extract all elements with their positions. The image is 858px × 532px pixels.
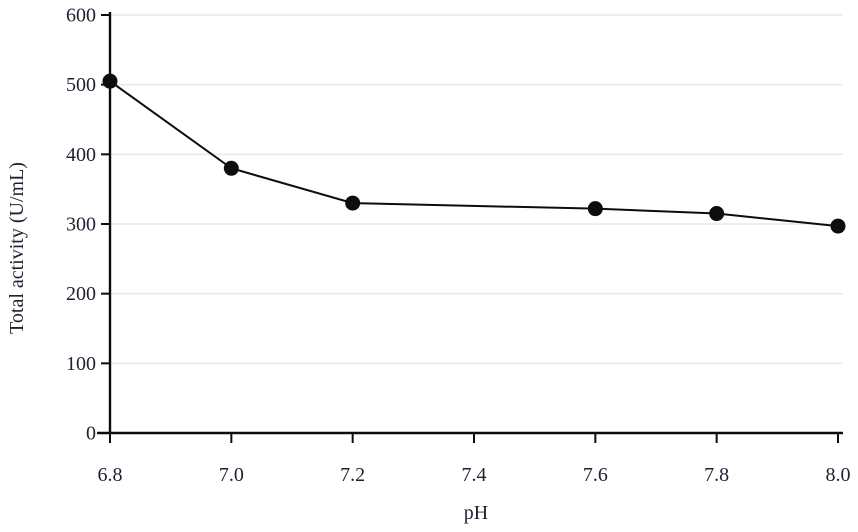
x-tick-label: 6.8 — [98, 464, 123, 486]
y-tick-label: 500 — [66, 74, 96, 96]
y-tick-label: 300 — [66, 214, 96, 236]
y-tick-label: 600 — [66, 5, 96, 27]
y-axis-title: Total activity (U/mL) — [6, 162, 28, 334]
data-point — [223, 160, 239, 176]
data-point — [709, 206, 725, 222]
axes-layer — [97, 12, 843, 443]
data-point — [587, 201, 603, 217]
x-tick-label: 7.4 — [462, 464, 487, 486]
tick-labels-layer: 0 100 200 300 400 500 600 6.8 7.0 7.2 7.4 7.6 7.8 8.0 — [66, 5, 851, 487]
series-layer — [102, 73, 846, 234]
data-point — [102, 73, 118, 89]
x-tick-label: 7.8 — [704, 464, 729, 486]
series-line — [109, 80, 839, 228]
y-tick-label: 400 — [66, 144, 96, 166]
x-axis-title: pH — [464, 502, 488, 524]
x-tick-label: 7.0 — [219, 464, 244, 486]
x-tick-label: 7.6 — [583, 464, 608, 486]
gridlines-layer — [110, 14, 843, 365]
data-point — [345, 195, 361, 211]
x-tick-label: 7.2 — [340, 464, 365, 486]
y-tick-label: 0 — [86, 423, 96, 445]
y-tick-label: 100 — [66, 353, 96, 375]
data-point — [830, 218, 846, 234]
x-tick-label: 8.0 — [826, 464, 851, 486]
y-tick-label: 200 — [66, 283, 96, 305]
